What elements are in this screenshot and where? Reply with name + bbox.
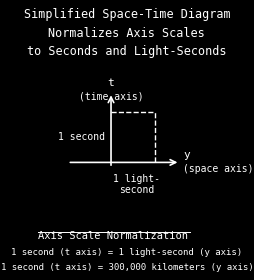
Text: 1 second: 1 second [58,132,105,142]
Text: Simplified Space-Time Diagram: Simplified Space-Time Diagram [24,8,230,21]
Text: Axis Scale Normalization: Axis Scale Normalization [38,231,188,241]
Text: 1 second (t axis) = 300,000 kilometers (y axis): 1 second (t axis) = 300,000 kilometers (… [1,263,253,272]
Text: (time axis): (time axis) [79,91,143,101]
Text: to Seconds and Light-Seconds: to Seconds and Light-Seconds [27,45,227,58]
Text: Normalizes Axis Scales: Normalizes Axis Scales [49,27,205,39]
Text: t: t [108,78,114,88]
Text: (space axis): (space axis) [183,164,254,174]
Text: y: y [183,150,190,160]
Text: 1 light-
second: 1 light- second [113,174,160,195]
Text: 1 second (t axis) = 1 light-second (y axis): 1 second (t axis) = 1 light-second (y ax… [11,248,242,257]
